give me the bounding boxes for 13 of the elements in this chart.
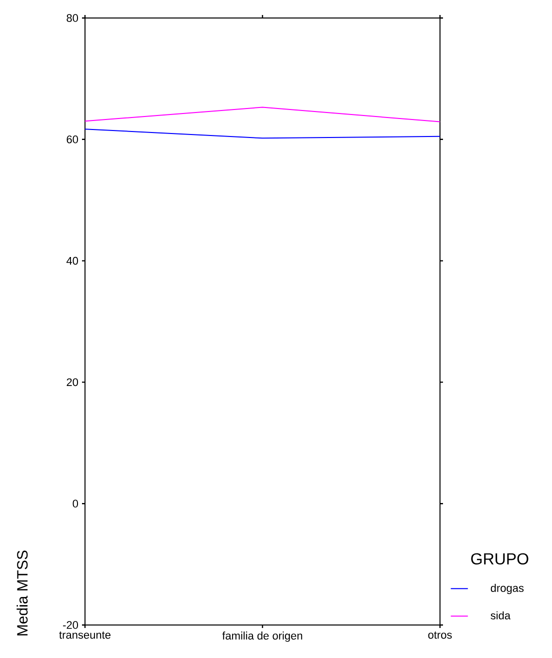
y-tick-label: 20 [66, 378, 78, 386]
x-tick-label: transeunte [59, 632, 110, 639]
y-tick-label: 80 [66, 14, 78, 22]
legend-label: sida [490, 611, 511, 620]
y-axis-title: Media MTSS [16, 550, 28, 636]
x-tick-label: familia de origen [222, 632, 302, 642]
y-tick-label: 0 [72, 500, 78, 508]
y-tick-label: 60 [66, 136, 78, 144]
legend-title: GRUPO [471, 553, 528, 565]
y-tick-label: 40 [66, 256, 78, 265]
y-tick-label: -20 [63, 621, 78, 629]
x-tick-label: otros [428, 632, 452, 639]
legend-label: drogas [490, 584, 524, 594]
